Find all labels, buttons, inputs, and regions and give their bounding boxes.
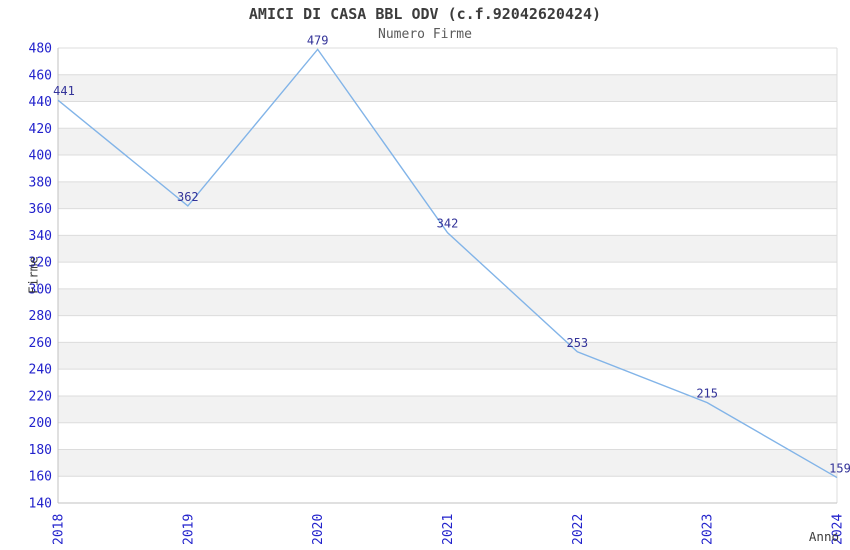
y-tick-label: 480	[29, 42, 52, 57]
data-label: 215	[696, 387, 718, 401]
y-tick-label: 380	[29, 175, 52, 190]
data-label: 159	[829, 462, 850, 476]
data-label: 253	[566, 336, 588, 350]
grid-band	[58, 369, 837, 396]
data-label: 362	[177, 190, 199, 204]
y-tick-label: 180	[29, 443, 52, 458]
grid-band	[58, 48, 837, 75]
y-tick-label: 280	[29, 309, 52, 324]
grid-band	[58, 101, 837, 129]
grid-band	[58, 342, 837, 370]
x-tick-label: 2018	[52, 514, 67, 545]
y-tick-label: 260	[29, 336, 52, 351]
grid-band	[58, 476, 837, 503]
chart-subtitle: Numero Firme	[378, 27, 472, 42]
data-label: 479	[307, 33, 329, 47]
data-label: 441	[53, 84, 75, 98]
y-tick-label: 220	[29, 389, 52, 404]
y-tick-label: 340	[29, 229, 52, 244]
grid-band	[58, 155, 837, 182]
y-tick-label: 140	[29, 497, 52, 512]
grid-band	[58, 74, 837, 102]
x-tick-label: 2023	[701, 514, 716, 545]
y-tick-label: 440	[29, 95, 52, 110]
grid-band	[58, 395, 837, 423]
y-tick-label: 300	[29, 282, 52, 297]
y-tick-label: 400	[29, 149, 52, 164]
x-axis-title: Anno	[808, 529, 839, 544]
y-tick-label: 460	[29, 68, 52, 83]
grid-band	[58, 288, 837, 316]
grid-band	[58, 262, 837, 289]
y-tick-label: 360	[29, 202, 52, 217]
grid-band	[58, 422, 837, 450]
grid-band	[58, 181, 837, 209]
x-tick-label: 2024	[831, 514, 846, 545]
series-line	[57, 48, 838, 479]
x-tick-label: 2021	[441, 514, 456, 545]
y-tick-label: 160	[29, 470, 52, 485]
x-tick-label: 2019	[181, 514, 196, 545]
grid-band	[58, 315, 837, 343]
y-axis-title: Firme	[25, 256, 41, 294]
grid-band	[58, 128, 837, 156]
x-tick-label: 2020	[311, 514, 326, 545]
grid-band	[58, 208, 837, 236]
grid-band	[58, 235, 837, 263]
y-tick-label: 320	[29, 256, 52, 271]
grid-band	[58, 449, 837, 477]
data-label: 342	[437, 217, 459, 231]
y-tick-label: 200	[29, 416, 52, 431]
chart-title: AMICI DI CASA BBL ODV (c.f.92042620424)	[248, 5, 602, 23]
x-tick-label: 2022	[571, 514, 586, 545]
y-tick-label: 240	[29, 363, 52, 378]
y-tick-label: 420	[29, 122, 52, 137]
